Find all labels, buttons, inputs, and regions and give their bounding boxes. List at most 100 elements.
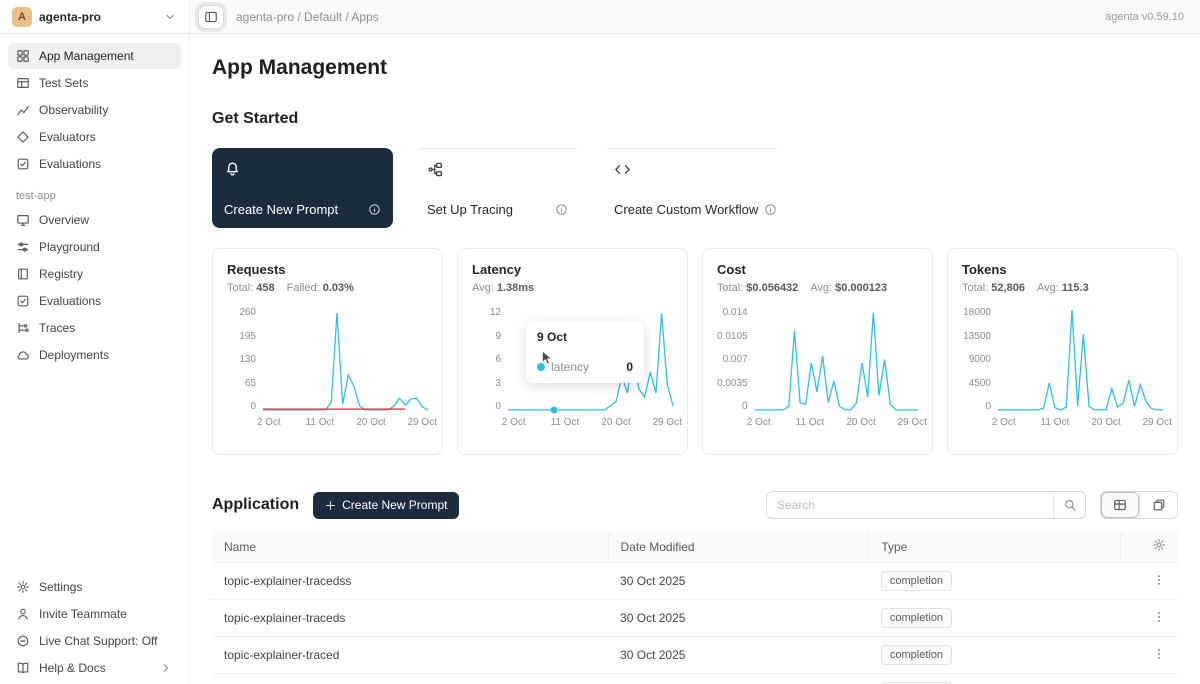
table-row[interactable]: topic-explainer-traced30 Oct 2025complet… bbox=[212, 637, 1178, 674]
sidebar-item-test-sets[interactable]: Test Sets bbox=[8, 70, 181, 96]
chat-icon bbox=[16, 634, 30, 648]
table-row[interactable]: career-assessment27 Oct 2025completion bbox=[212, 674, 1178, 684]
app-name-cell[interactable]: topic-explainer-traced bbox=[212, 637, 608, 674]
y-axis: 0.0140.01050.0070.00350 bbox=[717, 307, 755, 412]
sidebar-item-observability[interactable]: Observability bbox=[8, 97, 181, 123]
sidebar-item-playground[interactable]: Playground bbox=[8, 234, 181, 260]
chart-stat: Avg:$0.000123 bbox=[810, 282, 887, 294]
row-menu-icon[interactable] bbox=[1152, 610, 1166, 624]
sidebar-item-evaluations[interactable]: Evaluations bbox=[8, 288, 181, 314]
book-open-icon bbox=[16, 661, 30, 675]
column-header-name[interactable]: Name bbox=[212, 531, 608, 563]
create-new-prompt-card[interactable]: Create New Prompt bbox=[212, 148, 393, 228]
workspace-avatar: A bbox=[12, 7, 32, 27]
create-new-prompt-button[interactable]: Create New Prompt bbox=[313, 492, 459, 519]
app-root: A agenta-pro agenta-pro / Default / Apps… bbox=[0, 0, 1200, 684]
table-view-button[interactable] bbox=[1101, 492, 1139, 518]
bell-icon bbox=[224, 160, 241, 177]
x-axis: 2 Oct11 Oct20 Oct29 Oct bbox=[508, 417, 673, 431]
type-badge: completion bbox=[881, 608, 952, 628]
app-name-cell[interactable]: career-assessment bbox=[212, 674, 608, 684]
row-menu-icon[interactable] bbox=[1152, 573, 1166, 587]
type-cell: completion bbox=[869, 674, 1120, 684]
column-header-type[interactable]: Type bbox=[869, 531, 1120, 563]
grid-icon bbox=[16, 49, 30, 63]
chart-title: Latency bbox=[472, 262, 673, 277]
x-axis: 2 Oct11 Oct20 Oct29 Oct bbox=[753, 417, 918, 431]
topbar: A agenta-pro agenta-pro / Default / Apps… bbox=[0, 0, 1200, 34]
chevron-right-icon bbox=[159, 661, 173, 675]
chart-plot[interactable] bbox=[263, 307, 428, 412]
chart-stat: Avg:1.38ms bbox=[472, 282, 534, 294]
main-content: App Management Get Started Create New Pr… bbox=[190, 34, 1200, 684]
sidebar-item-overview[interactable]: Overview bbox=[8, 207, 181, 233]
gear-icon bbox=[16, 580, 30, 594]
column-header-date-modified[interactable]: Date Modified bbox=[608, 531, 869, 563]
get-started-title: Get Started bbox=[212, 110, 1178, 128]
search-button[interactable] bbox=[1053, 492, 1085, 518]
date-modified-cell: 30 Oct 2025 bbox=[608, 600, 869, 637]
chart-plot[interactable] bbox=[755, 307, 918, 412]
row-menu-icon[interactable] bbox=[1152, 647, 1166, 661]
table-row[interactable]: topic-explainer-tracedss30 Oct 2025compl… bbox=[212, 563, 1178, 600]
check-square-icon bbox=[16, 294, 30, 308]
sidebar-toggle-button[interactable] bbox=[198, 5, 224, 29]
chart-stat: Total:$0.056432 bbox=[717, 282, 798, 294]
sliders-icon bbox=[16, 240, 30, 254]
chart-card-requests: RequestsTotal:458Failed:0.03%26019513065… bbox=[212, 248, 443, 455]
info-icon[interactable] bbox=[764, 203, 777, 216]
sidebar-item-live-chat-support-off[interactable]: Live Chat Support: Off bbox=[8, 628, 181, 654]
sidebar-app-nav: OverviewPlaygroundRegistryEvaluationsTra… bbox=[0, 206, 189, 369]
chevron-down-icon bbox=[163, 10, 177, 24]
create-custom-workflow-card[interactable]: Create Custom Workflow bbox=[602, 148, 780, 228]
sidebar-item-registry[interactable]: Registry bbox=[8, 261, 181, 287]
sidebar-item-deployments[interactable]: Deployments bbox=[8, 342, 181, 368]
date-modified-cell: 27 Oct 2025 bbox=[608, 674, 869, 684]
search-box bbox=[766, 491, 1086, 519]
card-label: Create New Prompt bbox=[224, 202, 338, 217]
page-title: App Management bbox=[212, 56, 1178, 80]
app-name-cell[interactable]: topic-explainer-traceds bbox=[212, 600, 608, 637]
chart-plot[interactable] bbox=[998, 307, 1163, 412]
info-icon[interactable] bbox=[555, 203, 568, 216]
column-settings-header[interactable] bbox=[1120, 531, 1178, 563]
search-input[interactable] bbox=[767, 492, 1053, 518]
info-icon[interactable] bbox=[368, 203, 381, 216]
sidebar-main-nav: App ManagementTest SetsObservabilityEval… bbox=[0, 42, 189, 178]
hover-point bbox=[550, 406, 557, 413]
sidebar-footer: SettingsInvite TeammateLive Chat Support… bbox=[0, 573, 189, 684]
type-badge: completion bbox=[881, 571, 952, 591]
sidebar-item-traces[interactable]: Traces bbox=[8, 315, 181, 341]
sidebar-item-evaluations[interactable]: Evaluations bbox=[8, 151, 181, 177]
table-row[interactable]: topic-explainer-traceds30 Oct 2025 comple… bbox=[212, 600, 1178, 637]
chart-card-latency: LatencyAvg:1.38ms1296309 Octlatency02 Oc… bbox=[457, 248, 688, 455]
book-icon bbox=[16, 267, 30, 281]
plus-icon bbox=[325, 500, 336, 511]
app-name-cell[interactable]: topic-explainer-tracedss bbox=[212, 563, 608, 600]
breadcrumb[interactable]: agenta-pro / Default / Apps bbox=[236, 10, 379, 24]
set-up-tracing-card[interactable]: Set Up Tracing bbox=[415, 148, 580, 228]
application-title: Application bbox=[212, 496, 299, 514]
get-started-cards: Create New Prompt Set Up Tracing Create … bbox=[212, 148, 1178, 228]
sidebar-item-settings[interactable]: Settings bbox=[8, 574, 181, 600]
tooltip-date: 9 Oct bbox=[537, 330, 633, 344]
type-cell: completion bbox=[869, 637, 1120, 674]
card-label: Set Up Tracing bbox=[427, 202, 513, 217]
view-toggle bbox=[1100, 491, 1178, 519]
diamond-icon bbox=[16, 130, 30, 144]
sidebar-item-app-management[interactable]: App Management bbox=[8, 43, 181, 69]
workspace-selector[interactable]: A agenta-pro bbox=[0, 0, 190, 33]
row-actions-cell bbox=[1120, 637, 1178, 674]
chart-stat: Failed:0.03% bbox=[287, 282, 354, 294]
card-view-button[interactable] bbox=[1139, 492, 1177, 518]
type-cell: completion bbox=[869, 563, 1120, 600]
applications-table: Name Date Modified Type topic-explainer-… bbox=[212, 531, 1178, 684]
sidebar-item-help-docs[interactable]: Help & Docs bbox=[8, 655, 181, 681]
type-badge: completion bbox=[881, 645, 952, 665]
cursor-icon bbox=[538, 349, 555, 366]
sidebar-item-evaluators[interactable]: Evaluators bbox=[8, 124, 181, 150]
sidebar-item-invite-teammate[interactable]: Invite Teammate bbox=[8, 601, 181, 627]
x-axis: 2 Oct11 Oct20 Oct29 Oct bbox=[998, 417, 1163, 431]
chart-plot[interactable]: 9 Octlatency0 bbox=[508, 307, 673, 412]
sidebar-app-section-label: test-app bbox=[0, 178, 189, 206]
